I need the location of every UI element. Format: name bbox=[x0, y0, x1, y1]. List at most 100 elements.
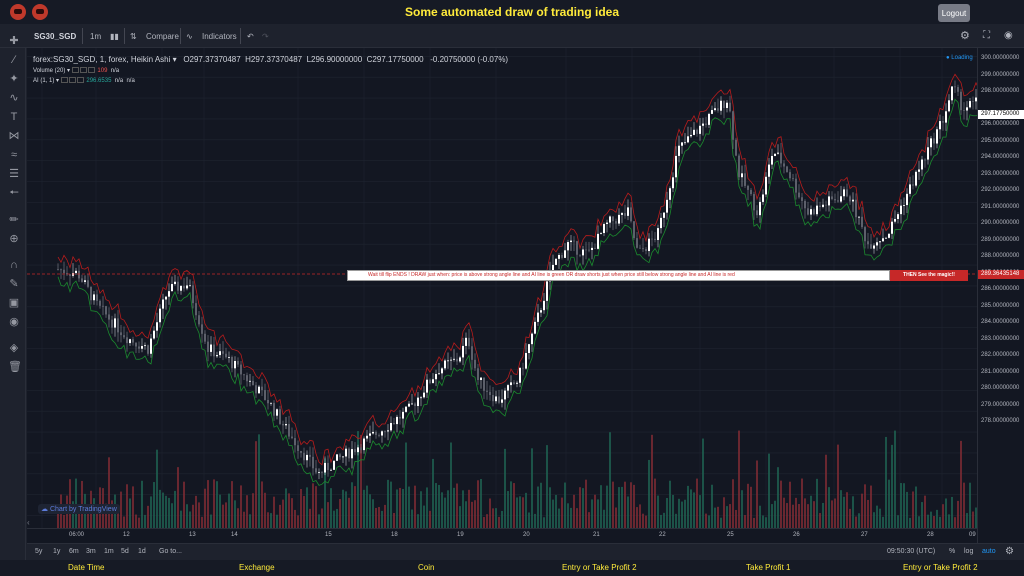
toolbar-divider bbox=[180, 28, 181, 44]
fullscreen-icon[interactable]: ⛶ bbox=[983, 30, 990, 41]
trend-line-icon[interactable]: ∕ bbox=[13, 54, 15, 66]
axis-settings-icon[interactable]: ⚙ bbox=[1005, 546, 1014, 557]
lock-icon[interactable]: ▣ bbox=[8, 297, 20, 309]
candle-body bbox=[306, 454, 308, 461]
volume-bar bbox=[888, 479, 890, 528]
volume-bar bbox=[522, 497, 524, 528]
range-1d[interactable]: 1d bbox=[138, 548, 146, 555]
price-axis[interactable]: 300.00000000 299.00000000 298.00000000 296.… bbox=[977, 48, 1024, 543]
ai-label[interactable]: AI (1, 1) bbox=[33, 78, 55, 84]
volume-bar bbox=[381, 510, 383, 528]
candle-body bbox=[975, 97, 977, 102]
percent-toggle[interactable]: % bbox=[949, 548, 956, 555]
volume-bar bbox=[405, 442, 407, 528]
goto-date-button[interactable]: Go to... bbox=[159, 548, 182, 555]
text-tool-icon[interactable]: T bbox=[10, 111, 18, 123]
auto-toggle[interactable]: auto bbox=[982, 548, 996, 555]
time-axis[interactable]: 06:00 12 13 14 15 18 19 20 21 22 25 26 27 28 09 bbox=[27, 528, 977, 543]
candle-body bbox=[378, 434, 380, 436]
volume-bar bbox=[903, 483, 905, 528]
range-3m[interactable]: 3m bbox=[86, 548, 96, 555]
redo-icon[interactable]: ↷ bbox=[262, 32, 269, 41]
logout-button[interactable]: Logout bbox=[938, 4, 970, 22]
crosshair-icon[interactable]: ✚ bbox=[9, 35, 19, 47]
volume-bar bbox=[399, 487, 401, 528]
range-1m[interactable]: 1m bbox=[104, 548, 114, 555]
eye-icon[interactable]: ◉ bbox=[9, 316, 19, 328]
candle-body bbox=[828, 196, 830, 206]
volume-bar bbox=[234, 500, 236, 528]
zoom-in-icon[interactable]: ⊕ bbox=[9, 233, 19, 245]
candle-body bbox=[666, 199, 668, 213]
volume-bar bbox=[564, 482, 566, 528]
volume-bar bbox=[684, 499, 686, 528]
camera-icon[interactable]: ◉ bbox=[1004, 30, 1013, 41]
settings-gear-icon[interactable]: ⚙ bbox=[960, 30, 970, 42]
scroll-left-icon[interactable]: ‹ bbox=[27, 518, 30, 527]
layers-icon[interactable]: ◈ bbox=[9, 342, 19, 354]
chart-style-icon[interactable]: ▮▮ bbox=[110, 32, 119, 41]
range-5y[interactable]: 5y bbox=[35, 548, 43, 555]
volume-bar bbox=[129, 498, 131, 528]
volume-bar bbox=[561, 497, 563, 528]
candle-body bbox=[177, 281, 179, 291]
interval-button[interactable]: 1m bbox=[90, 32, 102, 41]
volume-bar bbox=[402, 488, 404, 528]
range-5d[interactable]: 5d bbox=[121, 548, 129, 555]
ruler-icon[interactable]: ✏ bbox=[9, 214, 19, 226]
candle-body bbox=[888, 233, 890, 238]
undo-icon[interactable]: ↶ bbox=[247, 32, 254, 41]
volume-bar bbox=[78, 511, 80, 528]
indicators-button[interactable]: Indicators bbox=[202, 32, 237, 41]
volume-bar bbox=[831, 500, 833, 528]
series-title[interactable]: forex:SG30_SGD, 1, forex, Heikin Ashi bbox=[33, 55, 171, 64]
candle-body bbox=[462, 345, 464, 358]
volume-bar bbox=[300, 489, 302, 528]
volume-bar bbox=[951, 496, 953, 528]
volume-bar bbox=[168, 497, 170, 528]
ai-band-line bbox=[57, 98, 977, 486]
symbol-search[interactable]: SG30_SGD bbox=[34, 32, 77, 41]
arrow-left-icon[interactable]: 🠔 bbox=[9, 187, 19, 199]
candle-body bbox=[291, 436, 293, 439]
range-1y[interactable]: 1y bbox=[53, 548, 61, 555]
range-6m[interactable]: 6m bbox=[69, 548, 79, 555]
log-toggle[interactable]: log bbox=[964, 548, 974, 555]
volume-bar bbox=[387, 479, 389, 528]
volume-bar bbox=[681, 501, 683, 528]
candle-body bbox=[135, 342, 137, 347]
candle-body bbox=[234, 360, 236, 369]
volume-bar bbox=[159, 489, 161, 528]
candle-body bbox=[849, 196, 851, 202]
utc-clock[interactable]: 09:50:30 (UTC) bbox=[887, 548, 936, 555]
candle-body bbox=[486, 390, 488, 392]
candle-body bbox=[957, 87, 959, 92]
chart-pane[interactable] bbox=[27, 48, 977, 543]
volume-bar bbox=[603, 509, 605, 528]
magnet-icon[interactable]: ∩ bbox=[10, 259, 18, 271]
volume-bar bbox=[171, 503, 173, 528]
compare-button[interactable]: Compare bbox=[146, 32, 179, 41]
volume-bar bbox=[858, 513, 860, 528]
candle-body bbox=[237, 360, 239, 365]
stay-drawing-icon[interactable]: ✎ bbox=[9, 278, 19, 290]
pitchfork-icon[interactable]: ✦ bbox=[9, 73, 19, 85]
candle-body bbox=[432, 379, 434, 384]
volume-bar bbox=[630, 482, 632, 528]
loading-indicator: ● Loading bbox=[946, 55, 973, 61]
compare-icon[interactable]: ⇅ bbox=[130, 32, 137, 41]
price-chart[interactable] bbox=[27, 48, 977, 543]
trash-icon[interactable]: 🗑 bbox=[8, 361, 22, 373]
indicators-icon[interactable]: ∿ bbox=[186, 32, 193, 41]
volume-label[interactable]: Volume (20) bbox=[33, 68, 66, 74]
candle-body bbox=[942, 121, 944, 123]
volume-bar bbox=[585, 479, 587, 528]
candle-body bbox=[729, 102, 731, 112]
fib-icon[interactable]: ☰ bbox=[9, 168, 19, 180]
candle-body bbox=[321, 471, 323, 473]
prediction-icon[interactable]: ≈ bbox=[10, 149, 18, 161]
tradingview-watermark[interactable]: ☁ Chart by TradingView bbox=[38, 504, 120, 514]
brush-icon[interactable]: ∿ bbox=[9, 92, 19, 104]
pattern-icon[interactable]: ⋈ bbox=[8, 130, 20, 142]
price-tick-label: 282.00000000 bbox=[981, 352, 1020, 358]
